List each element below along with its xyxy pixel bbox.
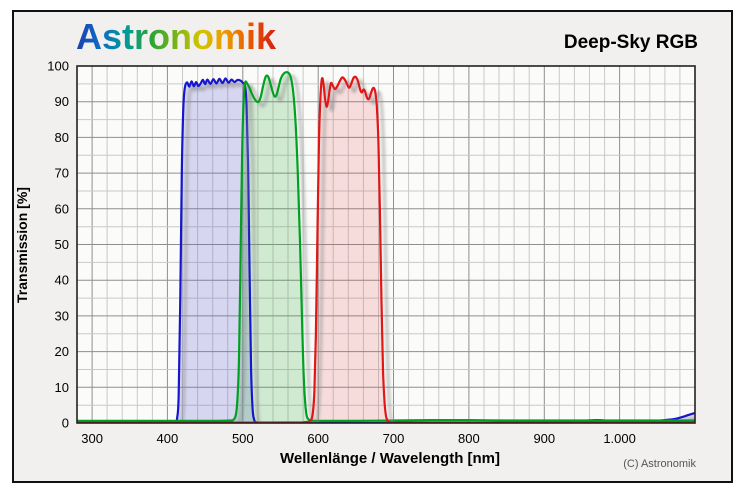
y-tick-label: 90	[55, 94, 69, 109]
tick-labels: 300 400 500 600 700 800 900 1.000 0 10 20 30 40 50 60 7…	[47, 59, 636, 447]
y-tick-label: 0	[62, 416, 69, 431]
x-tick-label: 300	[81, 431, 103, 446]
x-tick-label: 500	[232, 431, 254, 446]
y-tick-label: 50	[55, 237, 69, 252]
y-tick-label: 30	[55, 308, 69, 323]
copyright-note: (C) Astronomik	[623, 458, 696, 470]
brand-logo: Astronomik	[76, 16, 277, 57]
y-tick-label: 70	[55, 166, 69, 181]
x-tick-label: 800	[458, 431, 480, 446]
x-axis-title: Wellenlänge / Wavelength [nm]	[279, 450, 501, 467]
series-fill-0	[77, 78, 695, 423]
x-tick-label: 400	[157, 431, 179, 446]
plot-border	[76, 65, 696, 424]
y-tick-label: 40	[55, 273, 69, 288]
y-tick-label: 20	[55, 344, 69, 359]
chart-title: Deep-Sky RGB	[563, 32, 698, 53]
x-tick-label: 1.000	[603, 431, 636, 446]
y-tick-label: 100	[47, 59, 69, 74]
x-tick-label: 700	[383, 431, 405, 446]
y-tick-label: 80	[55, 130, 69, 145]
series-group	[77, 71, 695, 423]
y-axis-title: Transmission [%]	[14, 187, 30, 303]
gridlines	[77, 66, 695, 423]
y-tick-label: 10	[55, 380, 69, 395]
x-tick-label: 900	[533, 431, 555, 446]
y-tick-label: 60	[55, 201, 69, 216]
series-line-1	[77, 71, 695, 422]
x-tick-label: 600	[307, 431, 329, 446]
series-line-2	[77, 75, 695, 423]
